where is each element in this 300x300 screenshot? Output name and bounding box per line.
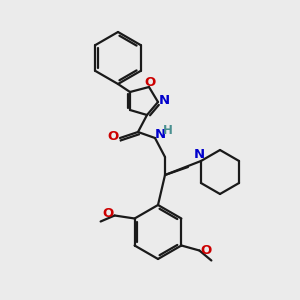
- Text: H: H: [163, 124, 173, 136]
- Text: N: N: [154, 128, 166, 140]
- Text: N: N: [158, 94, 169, 107]
- Text: O: O: [102, 207, 113, 220]
- Text: O: O: [201, 244, 212, 257]
- Text: O: O: [107, 130, 118, 143]
- Text: O: O: [144, 76, 156, 88]
- Text: N: N: [194, 148, 205, 161]
